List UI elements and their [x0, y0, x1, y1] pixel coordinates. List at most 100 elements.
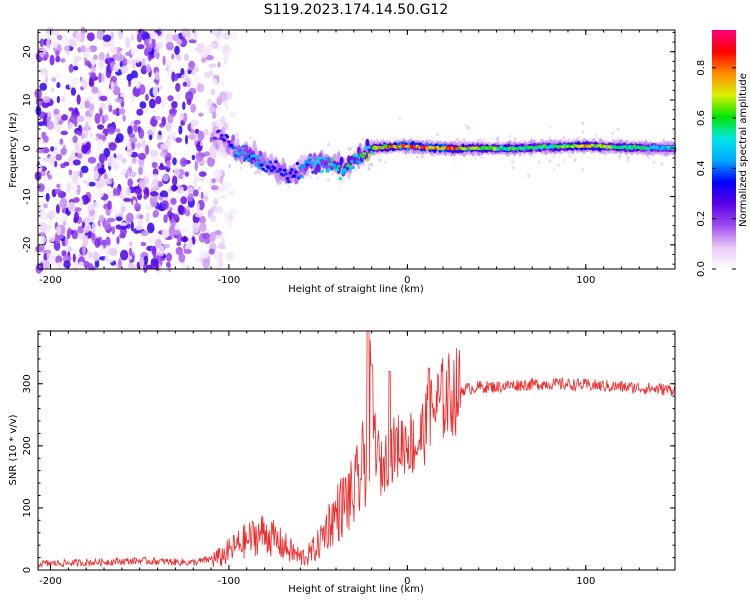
- heatmap-cell: [72, 135, 78, 144]
- heatmap-cell: [309, 160, 314, 164]
- heatmap-cell: [67, 201, 76, 213]
- snr-y-ticks: 0 100 200 300: [22, 333, 675, 573]
- heatmap-cell: [107, 200, 112, 210]
- heatmap-cell: [220, 133, 224, 138]
- heatmap-cell: [52, 40, 59, 49]
- heatmap-cell: [73, 207, 82, 212]
- heatmap-cell: [73, 65, 79, 71]
- heatmap-cell: [217, 129, 221, 133]
- heatmap-cell: [172, 175, 178, 186]
- heatmap-cell: [88, 181, 96, 187]
- heatmap-cell: [95, 181, 101, 190]
- heatmap-cell: [370, 162, 374, 167]
- heatmap-cell: [172, 185, 178, 191]
- heatmap-cell: [297, 176, 301, 180]
- heatmap-cell: [204, 128, 209, 136]
- heatmap-cell: [81, 144, 88, 154]
- heatmap-cell: [49, 235, 56, 243]
- heatmap-cell: [196, 83, 205, 93]
- heatmap-cell: [249, 136, 253, 140]
- heatmap-cell: [179, 186, 184, 195]
- heatmap-cell: [349, 146, 353, 151]
- heatmap-cell: [308, 156, 313, 160]
- heatmap-cell: [155, 95, 162, 105]
- heatmap-cell: [626, 159, 629, 163]
- heatmap-cell: [115, 128, 121, 133]
- heatmap-cell: [258, 150, 263, 157]
- snr-y-label: SNR (10 * v/v): [8, 414, 19, 485]
- heatmap-cell: [214, 230, 222, 236]
- heatmap-cell: [76, 153, 83, 159]
- heatmap-cell: [133, 119, 141, 125]
- heatmap-cell: [100, 102, 106, 110]
- heatmap-cell: [60, 163, 66, 169]
- heatmap-cell: [68, 63, 74, 73]
- heatmap-cell: [174, 206, 179, 216]
- heatmap-cell: [128, 247, 133, 256]
- heatmap-cell: [98, 51, 105, 62]
- heatmap-cell: [40, 235, 46, 244]
- heatmap-cell: [50, 146, 54, 152]
- heatmap-cell: [102, 179, 111, 185]
- heatmap-cell: [357, 155, 361, 159]
- heatmap-cell: [138, 128, 145, 139]
- heatmap-cell: [295, 161, 300, 166]
- heatmap-cell: [332, 164, 337, 168]
- heatmap-cell: [219, 91, 228, 102]
- heatmap-cell: [84, 96, 93, 102]
- heatmap-cell: [671, 130, 675, 135]
- heatmap-cell: [56, 82, 61, 89]
- heatmap-cell: [209, 231, 216, 243]
- heatmap-cell: [171, 53, 175, 60]
- heatmap-cell: [112, 85, 121, 96]
- heatmap-cell: [167, 210, 173, 218]
- heatmap-cell: [96, 144, 104, 154]
- heatmap-cell: [54, 233, 63, 240]
- heatmap-cell: [153, 255, 162, 260]
- heatmap-cell: [119, 222, 128, 227]
- heatmap-cell: [572, 137, 575, 142]
- heatmap-cell: [130, 70, 138, 80]
- heatmap-cell: [369, 150, 374, 154]
- heatmap-cell: [216, 35, 221, 42]
- heatmap-cell: [222, 138, 227, 143]
- heatmap-cell: [135, 57, 141, 64]
- heatmap-cell: [272, 166, 277, 170]
- heatmap-cell: [80, 165, 89, 174]
- heatmap-cell: [108, 142, 117, 151]
- heatmap-cell: [435, 132, 439, 137]
- heatmap-cell: [618, 154, 622, 158]
- heatmap-cell: [154, 115, 161, 121]
- heatmap-cell: [217, 27, 223, 37]
- heatmap-cell: [44, 74, 49, 85]
- heatmap-cell: [616, 127, 620, 132]
- heatmap-cell: [40, 68, 49, 76]
- heatmap-cell: [101, 163, 105, 174]
- heatmap-cell: [611, 131, 614, 136]
- heatmap-cell: [177, 54, 182, 62]
- heatmap-cell: [118, 258, 122, 269]
- heatmap-cell: [237, 154, 241, 158]
- heatmap-cell: [467, 126, 470, 130]
- y-tick-label: 100: [22, 498, 33, 517]
- heatmap-cell: [106, 217, 116, 223]
- heatmap-cell: [90, 59, 97, 66]
- heatmap-cell: [178, 125, 183, 135]
- heatmap-cell: [68, 107, 75, 112]
- heatmap-cell: [166, 68, 172, 77]
- heatmap-cell: [46, 249, 50, 260]
- heatmap-cell: [107, 57, 111, 65]
- heatmap-cell: [42, 96, 51, 104]
- heatmap-cell: [60, 130, 68, 136]
- y-tick-label: 300: [22, 374, 33, 393]
- heatmap-cell: [120, 205, 126, 214]
- x-tick-label: 0: [404, 275, 410, 286]
- heatmap-cell: [56, 72, 61, 78]
- snr-panel: -200 -100 0 100 0 100 200 300 Height of straig…: [8, 330, 676, 595]
- heatmap-cell: [50, 87, 55, 93]
- heatmap-cell: [146, 222, 155, 234]
- heatmap-cell: [464, 124, 468, 128]
- heatmap-cell: [136, 44, 145, 50]
- heatmap-cell: [496, 136, 500, 140]
- heatmap-cell: [184, 53, 189, 61]
